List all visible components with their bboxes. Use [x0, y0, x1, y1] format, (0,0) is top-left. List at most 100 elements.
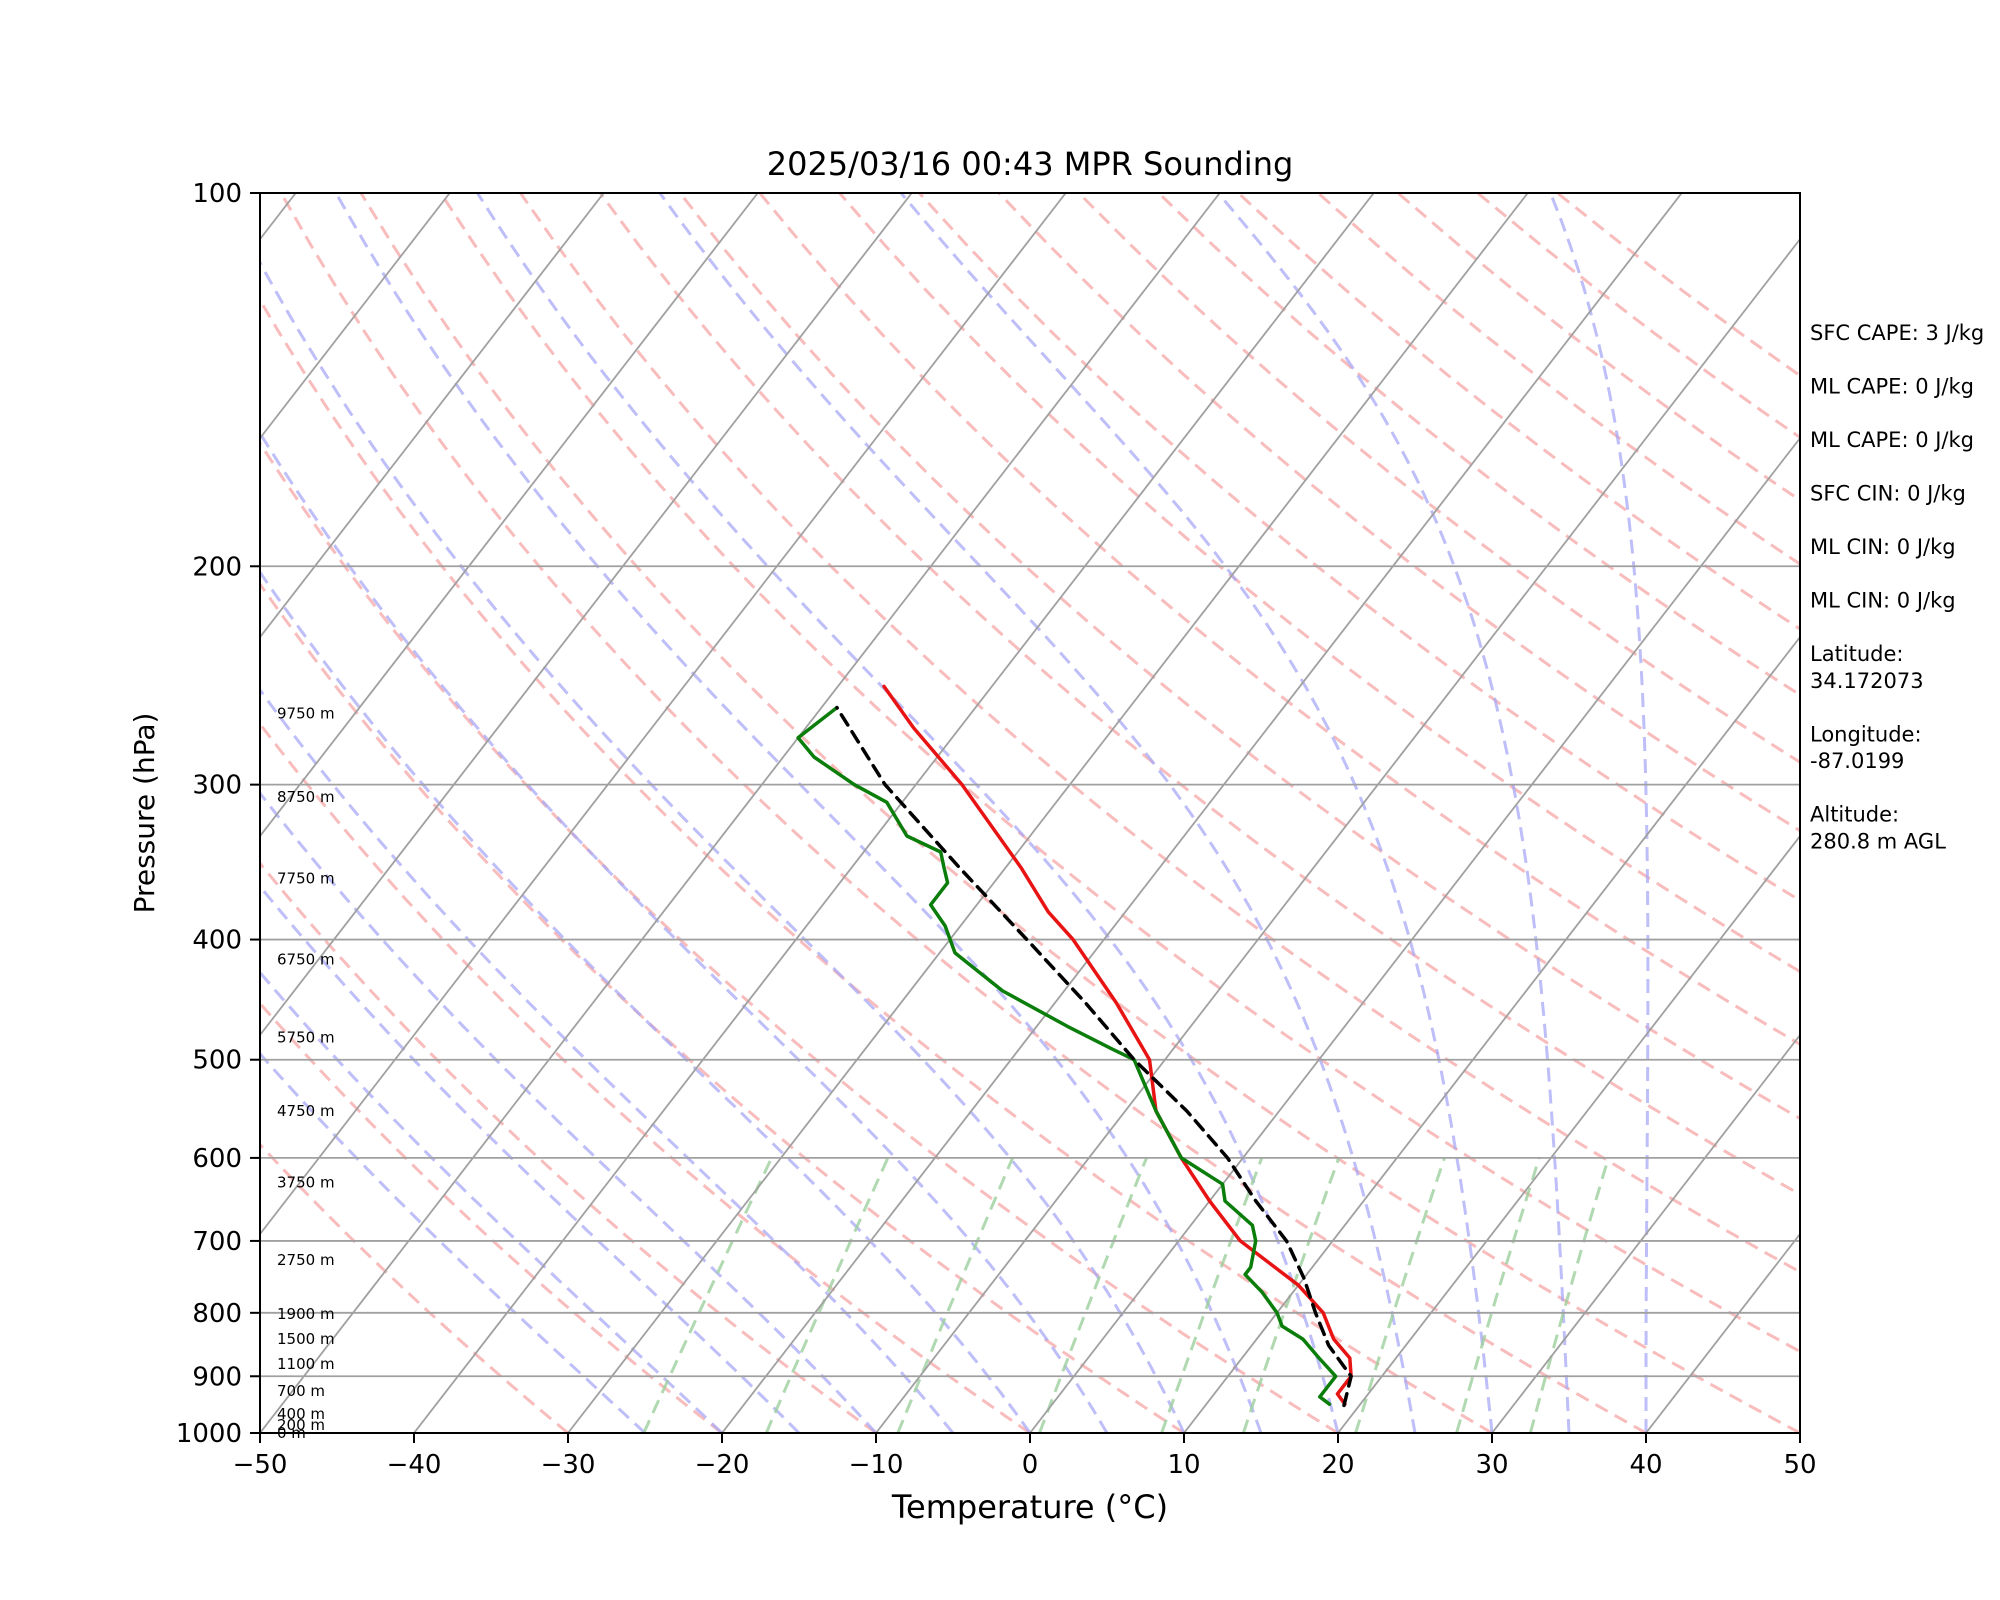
moist-adiabat [658, 193, 1417, 1433]
stat-annotation: 280.8 m AGL [1810, 829, 1946, 853]
dry-adiabat [260, 297, 1493, 1433]
height-label: 5750 m [277, 1029, 335, 1047]
height-label: 4750 m [277, 1102, 335, 1120]
height-label: 3750 m [277, 1173, 335, 1191]
isotherm [1337, 834, 1800, 1433]
moist-adiabat [1216, 193, 1571, 1433]
stat-annotation: SFC CIN: 0 J/kg [1810, 482, 1966, 506]
isotherm [567, 193, 1529, 1433]
x-tick-label: 40 [1629, 1450, 1662, 1480]
dewpoint-profile [796, 705, 1338, 1406]
mixing-ratio-line [1241, 1157, 1341, 1433]
isotherm [1029, 436, 1800, 1433]
height-label: 1100 m [277, 1355, 335, 1373]
grid-lines [260, 193, 1800, 1433]
moist-adiabat [260, 790, 878, 1433]
isotherm [1491, 1033, 1800, 1433]
dry-adiabat [997, 193, 1800, 833]
stat-annotation: ML CAPE: 0 J/kg [1810, 375, 1974, 399]
x-tick-label: 30 [1475, 1450, 1508, 1480]
dry-adiabat [838, 193, 1800, 974]
y-tick-label: 700 [192, 1227, 242, 1257]
x-tick-label: 10 [1167, 1450, 1200, 1480]
y-tick-label: 200 [192, 552, 242, 582]
stats-annotations: SFC CAPE: 3 J/kg ML CAPE: 0 J/kg ML CAPE: … [1810, 321, 1984, 853]
height-label: 8750 m [277, 788, 335, 806]
dry-adiabat [279, 193, 1647, 1433]
dry-adiabat [439, 193, 1800, 1354]
isotherm [260, 193, 605, 639]
isotherm [260, 193, 759, 838]
stat-annotation: 34.172073 [1810, 669, 1924, 693]
moist-adiabat [260, 883, 801, 1433]
x-tick-label: 50 [1783, 1450, 1816, 1480]
stat-annotation: Altitude: [1810, 803, 1899, 827]
dry-adiabat [678, 193, 1800, 1121]
moist-adiabat [260, 430, 1109, 1433]
stat-annotation: SFC CAPE: 3 J/kg [1810, 321, 1984, 345]
isotherm [721, 193, 1683, 1433]
x-tick-label: 0 [1022, 1450, 1039, 1480]
isotherm [260, 193, 1067, 1236]
isotherm [1183, 635, 1800, 1433]
height-label: 9750 m [277, 705, 335, 723]
y-tick-label: 100 [192, 179, 242, 209]
chart-title: 2025/03/16 00:43 MPR Sounding [767, 145, 1294, 183]
isotherm [260, 193, 913, 1037]
dry-adiabat [918, 193, 1800, 903]
y-axis-ticks: 100 200 300 400 500 600 700 800 900 1000 [176, 179, 260, 1449]
moist-adiabat [260, 687, 955, 1433]
x-tick-label: −40 [387, 1450, 442, 1480]
series-layer [796, 684, 1353, 1408]
moist-adiabat [334, 193, 1263, 1433]
height-label: 6750 m [277, 950, 335, 968]
isotherm [260, 193, 451, 440]
x-tick-label: 20 [1321, 1450, 1354, 1480]
dry-adiabat [519, 193, 1800, 1274]
y-tick-label: 600 [192, 1144, 242, 1174]
moist-adiabat [476, 193, 1340, 1433]
dry-adiabat [758, 193, 1800, 1046]
x-axis-ticks: −50 −40 −30 −20 −10 0 10 20 30 40 50 [233, 1433, 1817, 1480]
dry-adiabat [1077, 193, 1800, 764]
height-label: 700 m [277, 1382, 325, 1400]
height-label: 400 m [277, 1405, 325, 1423]
y-axis-label: Pressure (hPa) [128, 713, 161, 914]
dry-adiabat [359, 193, 1800, 1433]
stat-annotation: ML CAPE: 0 J/kg [1810, 428, 1974, 452]
dry-adiabat [260, 440, 1339, 1433]
dry-adiabat [260, 581, 1185, 1433]
dry-adiabat [260, 1142, 569, 1433]
y-tick-label: 900 [192, 1362, 242, 1392]
stat-annotation: Latitude: [1810, 642, 1904, 666]
moist-adiabat [260, 970, 724, 1433]
dry-adiabat [260, 861, 877, 1433]
x-axis-label: Temperature (°C) [891, 1488, 1168, 1526]
x-tick-label: −20 [695, 1450, 750, 1480]
height-label: 1900 m [277, 1305, 335, 1323]
isotherm [260, 193, 1221, 1433]
y-tick-label: 800 [192, 1299, 242, 1329]
dry-adiabat [1157, 193, 1800, 697]
dry-adiabat [260, 1001, 723, 1433]
x-tick-label: −50 [233, 1450, 288, 1480]
moist-adiabat [260, 1051, 647, 1433]
y-tick-label: 500 [192, 1046, 242, 1076]
y-tick-label: 400 [192, 926, 242, 956]
stat-annotation: -87.0199 [1810, 749, 1904, 773]
mixing-ratio-line [1455, 1157, 1541, 1433]
y-tick-label: 300 [192, 771, 242, 801]
height-label: 2750 m [277, 1251, 335, 1269]
parcel-profile [835, 705, 1353, 1408]
moist-adiabat [260, 569, 1032, 1433]
isotherm [875, 237, 1800, 1433]
dry-adiabat [598, 193, 1800, 1197]
y-tick-label: 1000 [176, 1419, 242, 1449]
stat-annotation: Longitude: [1810, 722, 1922, 746]
x-tick-label: −30 [541, 1450, 596, 1480]
reference-lines [260, 193, 1800, 1433]
height-label: 200 m [277, 1416, 325, 1434]
height-label: 7750 m [277, 869, 335, 887]
